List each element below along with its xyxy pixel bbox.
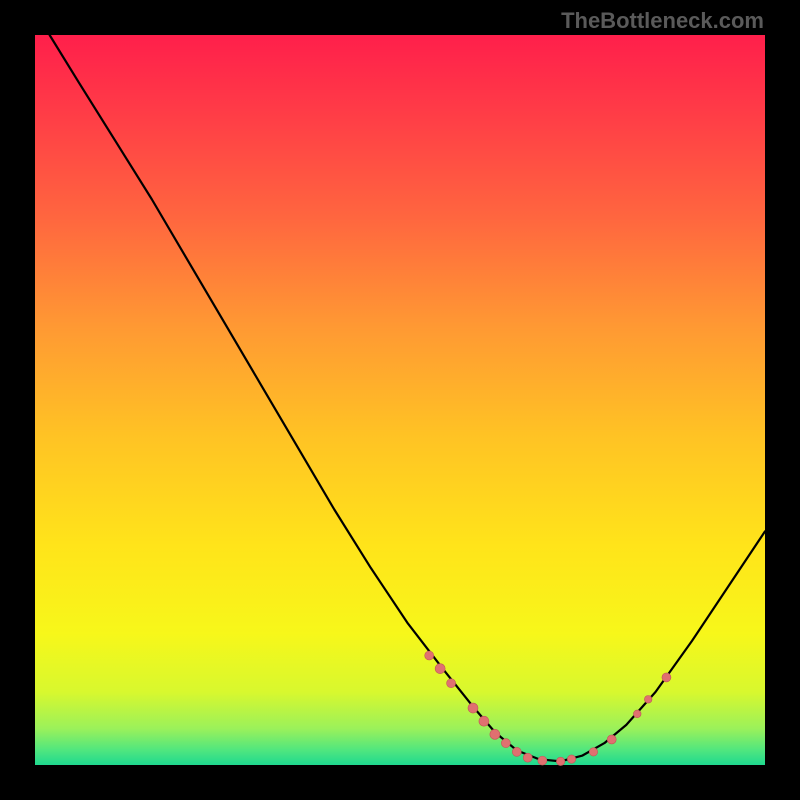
data-point xyxy=(490,729,500,739)
data-point xyxy=(501,739,510,748)
chart-svg xyxy=(0,0,800,800)
data-point xyxy=(468,703,478,713)
chart-container: TheBottleneck.com xyxy=(0,0,800,800)
data-point xyxy=(607,735,616,744)
watermark-text: TheBottleneck.com xyxy=(561,8,764,34)
data-point xyxy=(567,755,575,763)
data-point xyxy=(538,756,547,765)
data-point xyxy=(662,673,671,682)
data-point xyxy=(479,716,489,726)
data-point xyxy=(512,747,521,756)
data-point xyxy=(447,679,456,688)
data-point xyxy=(589,748,597,756)
data-point xyxy=(644,696,652,704)
data-point xyxy=(425,651,434,660)
data-point xyxy=(556,757,564,765)
curve-path xyxy=(50,35,765,761)
bottleneck-curve xyxy=(50,35,765,761)
data-point-markers xyxy=(425,651,671,766)
data-point xyxy=(633,710,641,718)
data-point xyxy=(435,664,445,674)
data-point xyxy=(523,753,532,762)
